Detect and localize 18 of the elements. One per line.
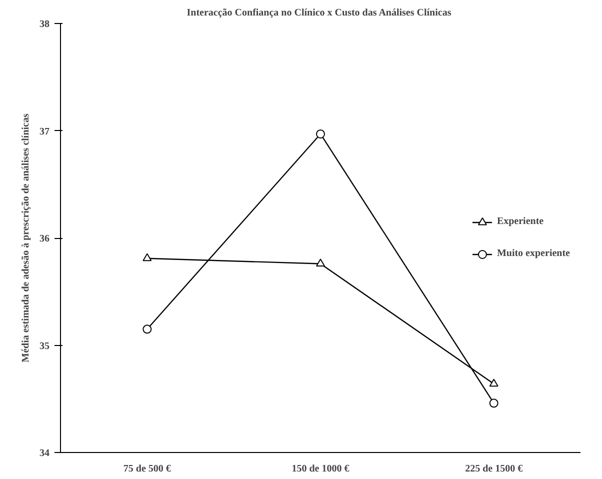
- x-tick-label: 75 de 500 €: [123, 464, 171, 474]
- x-tick-label: 150 de 1000 €: [292, 464, 350, 474]
- x-tick-label: 225 de 1500 €: [465, 464, 523, 474]
- point: [142, 253, 152, 262]
- point: [316, 258, 325, 267]
- legend-label: Muito experiente: [496, 248, 570, 259]
- y-tick-label: 34: [40, 448, 50, 459]
- point: [142, 324, 152, 334]
- point: [489, 398, 498, 408]
- point: [489, 378, 498, 387]
- y-tick-label: 36: [40, 234, 50, 244]
- point: [316, 129, 325, 138]
- y-tick-label: 37: [40, 126, 50, 138]
- y-tick-label: 38: [40, 19, 50, 30]
- y-axis-title: Média estimada de adesão à prescrição de análises clínicas: [20, 114, 32, 362]
- chart-title: Interacção Confiança no Clínico x Custo das Análises Clínicas: [186, 8, 452, 18]
- y-tick-label: 35: [40, 340, 50, 352]
- legend-label: Experiente: [496, 216, 544, 227]
